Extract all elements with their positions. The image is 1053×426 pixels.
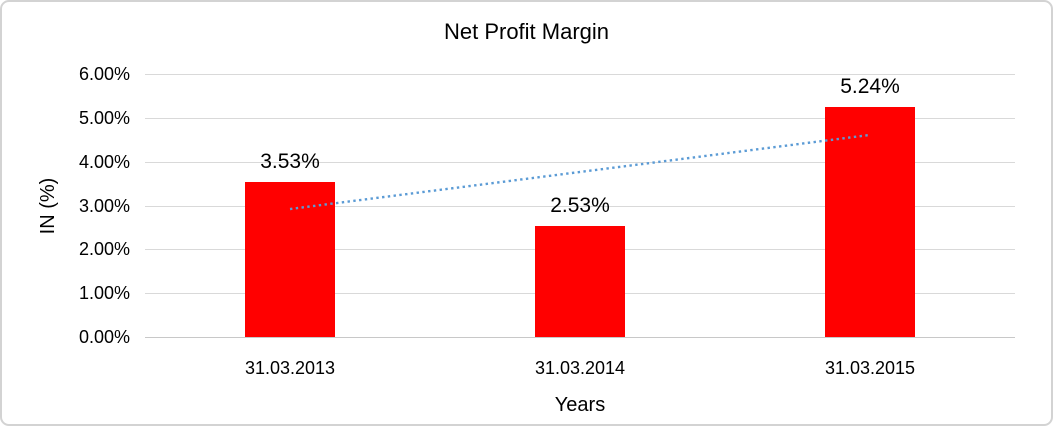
y-axis-tick-label: 0.00% <box>78 327 130 347</box>
gridline <box>145 337 1015 338</box>
gridline <box>145 74 1015 75</box>
y-axis-tick-label: 6.00% <box>78 64 130 84</box>
chart-title: Net Profit Margin <box>443 19 610 44</box>
x-axis-category-label: 31.03.2013 <box>244 358 336 378</box>
bar-data-label: 5.24% <box>840 75 900 98</box>
y-axis-tick-label: 2.00% <box>78 239 130 259</box>
x-axis-title: Years <box>554 394 606 416</box>
plot-area <box>145 74 1015 338</box>
y-axis-tick-label: 5.00% <box>78 108 130 128</box>
y-axis-tick-label: 4.00% <box>78 152 130 172</box>
gridline <box>145 118 1015 119</box>
bar-31.03.2013[interactable] <box>245 182 335 337</box>
y-axis-tick-label: 3.00% <box>78 196 130 216</box>
bar-31.03.2015[interactable] <box>825 107 915 337</box>
bar-31.03.2014[interactable] <box>535 226 625 337</box>
bar-data-label: 3.53% <box>260 150 320 173</box>
x-axis-category-label: 31.03.2014 <box>534 358 626 378</box>
x-axis-category-label: 31.03.2015 <box>824 358 916 378</box>
bar-data-label: 2.53% <box>550 194 610 217</box>
y-axis-tick-label: 1.00% <box>78 283 130 303</box>
